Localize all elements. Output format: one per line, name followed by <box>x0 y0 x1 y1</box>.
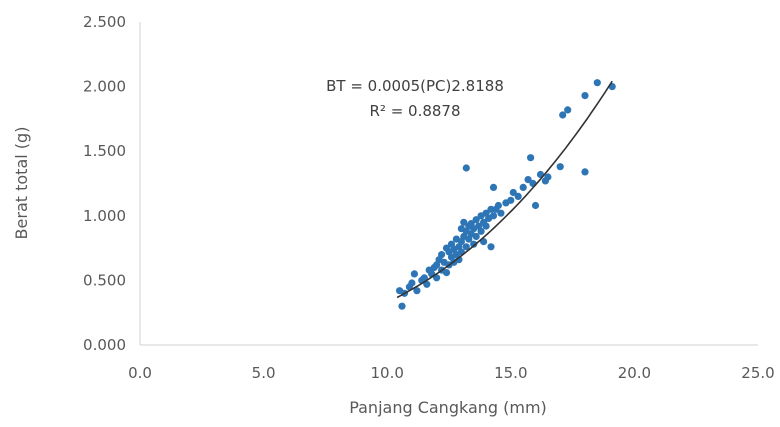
y-tick-label: 2.000 <box>83 78 126 96</box>
data-point <box>455 256 463 264</box>
x-tick-label: 20.0 <box>618 364 651 382</box>
data-point <box>544 173 552 181</box>
data-point <box>410 270 418 278</box>
data-point <box>487 243 495 251</box>
data-point <box>564 106 572 114</box>
data-point <box>433 274 441 282</box>
x-axis-title: Panjang Cangkang (mm) <box>349 398 547 417</box>
data-point <box>524 176 532 184</box>
data-point <box>398 302 406 310</box>
data-point <box>462 164 470 172</box>
data-point <box>531 201 540 210</box>
x-tick-label: 5.0 <box>252 364 276 382</box>
trendline-r-squared: R² = 0.8878 <box>369 102 460 120</box>
data-point <box>556 163 564 171</box>
data-point <box>413 287 421 295</box>
data-point <box>527 154 535 162</box>
data-point <box>509 188 517 197</box>
x-tick-label: 0.0 <box>128 364 152 382</box>
data-point <box>408 279 416 287</box>
y-tick-label: 0.500 <box>83 271 126 289</box>
data-point <box>482 222 490 230</box>
data-point <box>442 269 451 277</box>
y-tick-label: 1.500 <box>83 142 126 160</box>
x-tick-label: 25.0 <box>741 364 774 382</box>
y-tick-label: 1.000 <box>83 207 126 225</box>
data-point <box>497 209 505 217</box>
data-point <box>489 183 498 191</box>
y-tick-label: 0.000 <box>83 336 126 354</box>
data-point <box>494 201 502 210</box>
data-point <box>462 243 470 251</box>
data-point <box>420 274 428 282</box>
x-tick-labels: 0.0 5.0 10.0 15.0 20.0 25.0 <box>128 364 775 382</box>
data-point <box>514 192 522 200</box>
data-point <box>470 240 478 248</box>
x-tick-label: 10.0 <box>370 364 403 382</box>
y-axis-title: Berat total (g) <box>12 127 31 240</box>
data-point <box>581 168 589 176</box>
data-point <box>472 232 480 241</box>
data-point <box>472 216 480 224</box>
data-point <box>489 212 498 220</box>
y-tick-labels: 0.000 0.500 1.000 1.500 2.000 2.500 <box>83 13 126 354</box>
data-point <box>438 251 446 259</box>
data-point <box>593 79 601 87</box>
data-point <box>487 205 495 213</box>
data-point <box>519 183 527 191</box>
x-tick-label: 15.0 <box>494 364 527 382</box>
data-point <box>460 218 468 226</box>
data-point <box>507 196 515 204</box>
trendline-equation: BT = 0.0005(PC)2.8188 <box>326 77 504 95</box>
data-point <box>559 111 567 119</box>
y-tick-label: 2.500 <box>83 13 126 31</box>
data-point <box>581 92 589 100</box>
data-point <box>423 280 431 288</box>
power-trendline <box>396 80 613 299</box>
data-point <box>477 227 485 235</box>
